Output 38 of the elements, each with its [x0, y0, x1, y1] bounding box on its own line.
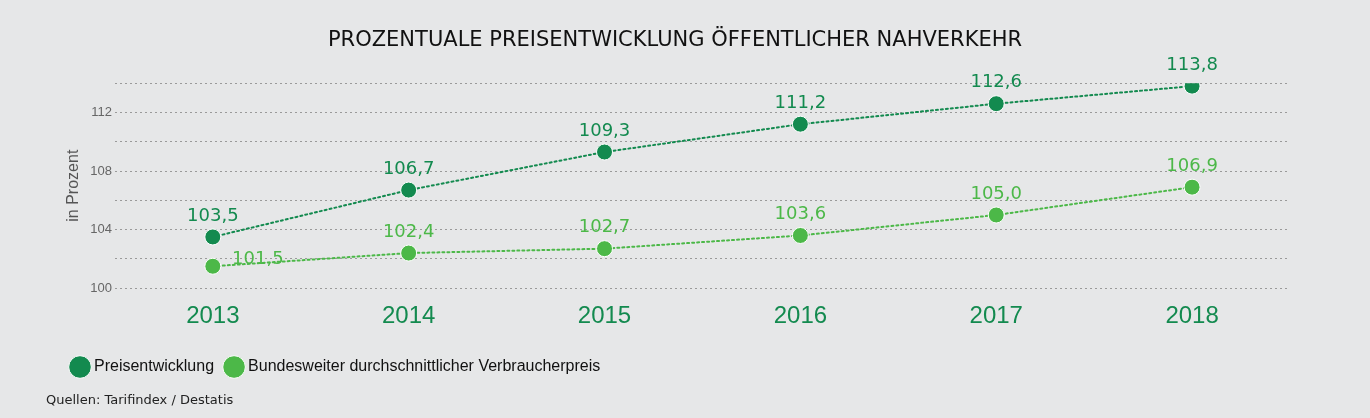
point: [596, 240, 614, 258]
data-label: 112,6: [970, 70, 1022, 92]
legend-label: Bundesweiter durchschnittlicher Verbraucherpreis: [248, 357, 601, 375]
point: [400, 181, 418, 199]
x-tick-label: 2018: [1165, 301, 1219, 329]
data-label: 113,8: [1166, 52, 1218, 74]
x-tick-label: 2013: [186, 301, 240, 329]
data-label: 106,7: [382, 156, 435, 178]
data-label: 102,7: [578, 215, 631, 237]
y-tick-label: 100: [90, 279, 112, 295]
data-label: 103,5: [187, 203, 239, 225]
source-note: Quellen: Tarifindex / Destatis: [46, 392, 234, 407]
point: [204, 228, 222, 246]
chart-title: PROZENTUALE PREISENTWICKLUNG ÖFFENTLICHER NAHVERKEHR: [327, 26, 1023, 52]
y-tick-label: 112: [91, 104, 112, 120]
point: [400, 244, 418, 262]
data-label: 101,5: [232, 246, 284, 268]
x-tick-label: 2016: [773, 301, 828, 329]
data-label: 103,6: [774, 202, 827, 224]
point: [987, 206, 1005, 224]
point: [791, 115, 809, 133]
x-tick-label: 2015: [577, 301, 632, 329]
y-tick-label: 104: [90, 221, 112, 237]
y-axis-title: in Prozent: [64, 149, 82, 222]
point: [791, 226, 809, 244]
point: [204, 257, 222, 275]
point: [596, 143, 614, 161]
data-label: 111,2: [774, 90, 827, 112]
x-tick-label: 2014: [381, 301, 436, 329]
x-tick-label: 2017: [969, 301, 1023, 329]
legend-label: Preisentwicklung: [94, 357, 215, 375]
data-label: 109,3: [578, 118, 631, 140]
data-label: 106,9: [1166, 153, 1218, 175]
data-label: 102,4: [382, 219, 435, 241]
point: [1183, 178, 1201, 196]
point: [987, 95, 1005, 113]
y-tick-label: 108: [90, 162, 112, 178]
data-label: 105,0: [970, 181, 1022, 203]
